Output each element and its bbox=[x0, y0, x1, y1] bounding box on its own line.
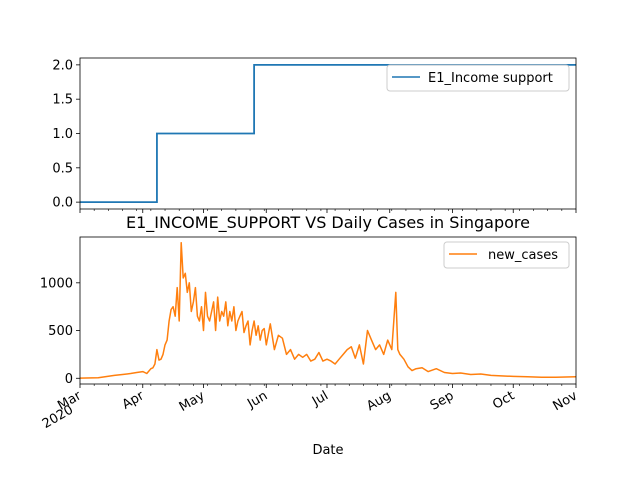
bottom-chart-title: E1_INCOME_SUPPORT VS Daily Cases in Sing… bbox=[126, 213, 530, 233]
bottom-legend: new_cases bbox=[443, 241, 570, 269]
bottom-x-axis-label: Date bbox=[312, 443, 343, 458]
top-legend-box bbox=[386, 64, 570, 92]
top-axes-frame bbox=[79, 57, 577, 210]
top-y-tick-label: 0.0 bbox=[52, 196, 73, 211]
bottom-y-tick-label: 500 bbox=[48, 324, 73, 339]
top-legend-label: E1_Income support bbox=[428, 71, 553, 86]
series-line-e1-income-support bbox=[80, 63, 576, 204]
top-y-tick-label: 0.5 bbox=[52, 161, 73, 176]
bottom-series-group bbox=[79, 241, 577, 379]
top-subplot: 0.0 0.5 1.0 1.5 2.0 E1_Income support bbox=[52, 57, 577, 213]
bottom-y-ticks: 0 500 1000 bbox=[40, 276, 80, 387]
bottom-y-tick-label: 1000 bbox=[40, 276, 73, 291]
top-y-ticks: 0.0 0.5 1.0 1.5 2.0 bbox=[52, 58, 80, 211]
bottom-y-tick-label: 0 bbox=[65, 372, 73, 387]
bottom-x-tick-label: Jul bbox=[309, 388, 331, 409]
top-legend: E1_Income support bbox=[386, 64, 570, 92]
bottom-axes-frame bbox=[79, 236, 577, 385]
top-y-tick-label: 1.0 bbox=[52, 127, 73, 142]
top-y-tick-label: 2.0 bbox=[52, 58, 73, 73]
top-y-tick-label: 1.5 bbox=[52, 93, 73, 108]
top-series-group bbox=[80, 63, 576, 204]
series-line-new-cases bbox=[79, 241, 577, 379]
bottom-legend-box bbox=[443, 241, 570, 269]
bottom-legend-label: new_cases bbox=[488, 248, 558, 263]
